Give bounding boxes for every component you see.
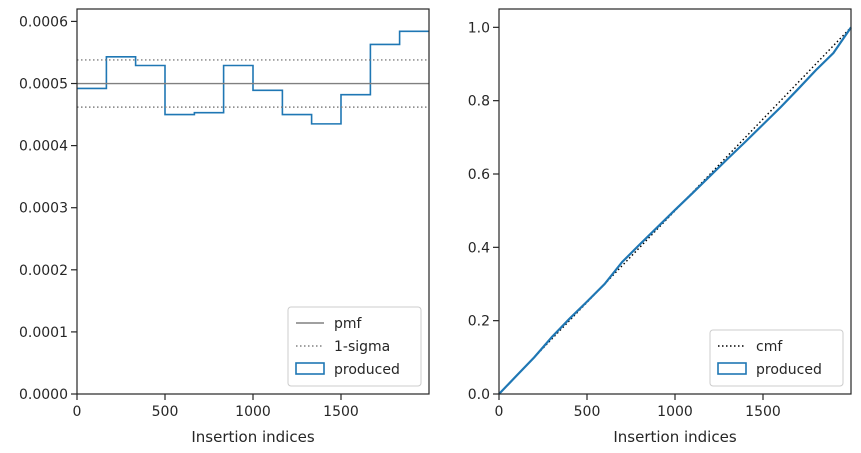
series-cmf-line [498, 26, 852, 395]
legend: pmf 1-sigma produced [287, 306, 422, 387]
x-tick-label: 1500 [745, 404, 781, 420]
y-tick-label: 0.0 [468, 387, 490, 403]
y-tick-label: 0.0006 [19, 14, 68, 30]
left-histogram-panel: 0 500 1000 1500 0.0000 0.0001 0.0002 0.0003 0.00… [19, 8, 430, 446]
x-tick-label: 1500 [323, 404, 359, 420]
y-tick-label: 0.6 [468, 167, 490, 183]
x-tick-label: 1000 [657, 404, 693, 420]
legend-handle-produced [717, 362, 747, 375]
x-axis-label: Insertion indices [613, 428, 736, 446]
x-tick-label: 0 [495, 404, 504, 420]
x-tick-label: 1000 [235, 404, 271, 420]
y-tick-label: 0.4 [468, 240, 490, 256]
series-produced-step [77, 30, 429, 125]
legend-box [709, 329, 844, 387]
y-tick-label: 1.0 [468, 20, 490, 36]
x-tick-label: 500 [152, 404, 179, 420]
y-tick-label: 0.8 [468, 94, 490, 110]
y-tick-label: 0.2 [468, 314, 490, 330]
x-tick-label: 500 [574, 404, 601, 420]
legend-label-1-sigma: 1-sigma [334, 339, 390, 355]
x-axis-label: Insertion indices [191, 428, 314, 446]
legend: cmf produced [709, 329, 844, 387]
y-tick-label: 0.0002 [19, 263, 68, 279]
right-cdf-panel: 0 500 1000 1500 0.0 0.2 0.4 0.6 0.8 1.0 Insertion … [468, 8, 852, 446]
y-tick-label: 0.0001 [19, 325, 68, 341]
legend-handle-produced [295, 362, 325, 375]
legend-box [287, 306, 422, 387]
legend-label-produced: produced [334, 362, 400, 378]
legend-label-cmf: cmf [756, 339, 783, 355]
y-tick-label: 0.0005 [19, 77, 68, 93]
series-produced-line [498, 26, 852, 395]
y-tick-label: 0.0004 [19, 139, 68, 155]
y-tick-label: 0.0003 [19, 201, 68, 217]
legend-label-pmf: pmf [334, 316, 363, 332]
legend-label-produced: produced [756, 362, 822, 378]
y-tick-label: 0.0000 [19, 387, 68, 403]
x-tick-label: 0 [73, 404, 82, 420]
